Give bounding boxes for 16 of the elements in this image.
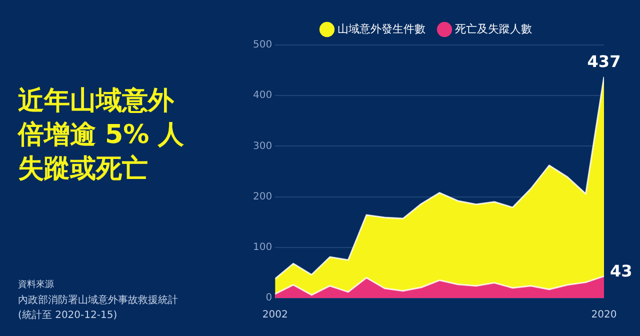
- x-tick-label: 2002: [262, 310, 288, 321]
- y-tick-label: 0: [266, 292, 272, 304]
- data-label: 437: [587, 52, 621, 72]
- text: 資料來源: [18, 278, 55, 292]
- y-tick-label: 300: [252, 140, 272, 152]
- legend-label: 山域意外發生件數: [338, 22, 426, 36]
- y-tick-label: 400: [252, 90, 272, 102]
- legend-label: 死亡及失蹤人數: [455, 22, 532, 36]
- text: 近年山域意外倍增逾 5% 人失蹤或死亡: [18, 85, 186, 186]
- y-tick-label: 200: [252, 191, 272, 202]
- x-tick-label: 2020: [591, 310, 617, 321]
- y-tick-label: 100: [252, 242, 272, 253]
- y-tick-label: 500: [252, 40, 272, 51]
- text: 內政部消防署山域意外事故救援統計: [18, 294, 179, 308]
- text: (統計至 2020-12-15): [18, 308, 118, 323]
- data-label: 43: [610, 261, 632, 280]
